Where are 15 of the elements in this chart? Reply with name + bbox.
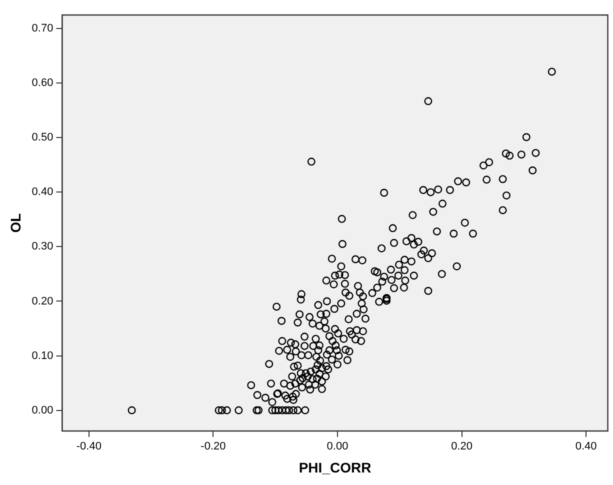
x-tick-label: 0.20 <box>451 440 472 453</box>
x-tick-label: 0.00 <box>326 440 348 453</box>
y-tick-label: 0.20 <box>32 295 54 308</box>
y-tick-label: 0.00 <box>32 404 54 416</box>
y-tick-label: 0.10 <box>32 350 54 362</box>
x-tick-label: -0.40 <box>76 440 102 453</box>
y-tick-label: 0.50 <box>32 132 54 144</box>
y-tick-label: 0.30 <box>32 240 54 253</box>
y-tick-label: 0.70 <box>32 22 54 35</box>
x-tick-label: 0.40 <box>575 440 597 453</box>
y-tick-label: 0.60 <box>32 77 54 90</box>
y-tick-label: 0.40 <box>32 186 54 198</box>
y-axis-title: OL <box>7 212 24 233</box>
x-axis-title: PHI_CORR <box>298 459 372 476</box>
x-tick-label: -0.20 <box>200 440 226 453</box>
